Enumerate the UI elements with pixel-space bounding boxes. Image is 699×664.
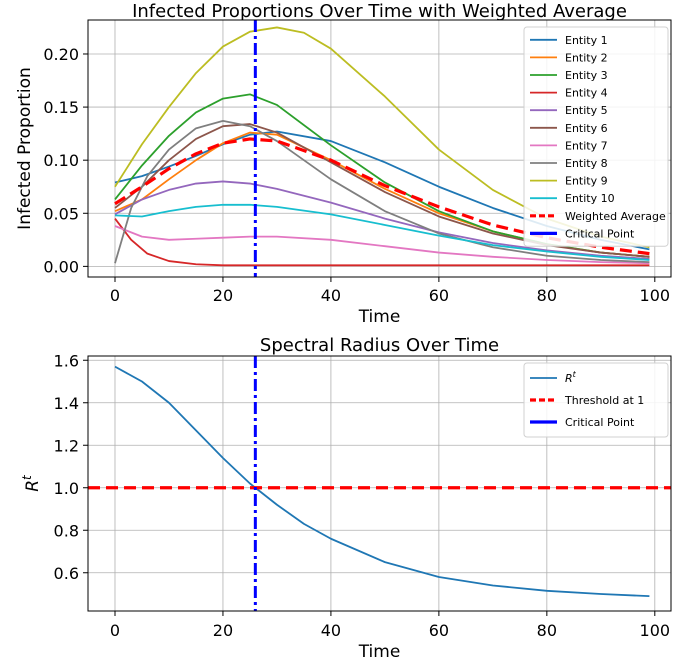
- legend-frame: [523, 26, 669, 247]
- legend-label: Entity 6: [565, 122, 608, 135]
- x-tick-label: 20: [213, 286, 233, 305]
- x-tick-label: 0: [110, 286, 120, 305]
- y-tick-label: 0.05: [43, 204, 79, 223]
- x-tick-label: 40: [321, 286, 341, 305]
- legend-label: Entity 8: [565, 157, 608, 170]
- chart-infected-proportions: 0 20 40 60 80 100 0.00 0.05 0.10 0.15 0.20 Infected…: [15, 1, 672, 327]
- y-axis-label: Infected Proportion: [15, 67, 35, 230]
- x-tick-label: 60: [429, 621, 449, 640]
- legend-label: Critical Point: [565, 227, 635, 240]
- chart-spectral-radius: 0 20 40 60 80 100 0.6 0.8 1.0 1.2 1.4 1.6 Spectral R…: [20, 335, 672, 662]
- y-tick-label: 0.10: [43, 151, 79, 170]
- y-tick-label: 1.4: [54, 394, 79, 413]
- legend-label: Entity 9: [565, 175, 608, 188]
- x-axis-label: Time: [358, 307, 401, 327]
- chart-title: Infected Proportions Over Time with Weig…: [132, 1, 627, 22]
- legend: Rt Threshold at 1 Critical Point: [523, 362, 669, 438]
- x-tick-label: 100: [640, 621, 671, 640]
- series-line-7: [114, 225, 650, 265]
- legend-label: Critical Point: [565, 416, 635, 429]
- x-tick-label: 40: [321, 621, 341, 640]
- y-axis-label: Rt: [20, 474, 43, 492]
- x-axis-label: Time: [358, 642, 401, 662]
- series-line-4: [114, 218, 650, 267]
- y-tick-label: 1.6: [54, 351, 79, 370]
- chart-title: Spectral Radius Over Time: [260, 335, 499, 356]
- x-tick-label: 0: [110, 621, 120, 640]
- y-tick-label: 1.0: [54, 479, 79, 498]
- legend-label: Entity 10: [565, 192, 615, 205]
- series-line-8: [114, 119, 650, 264]
- legend-label: Entity 4: [565, 87, 608, 100]
- legend-label: Weighted Average: [565, 210, 666, 223]
- series-line-1: [114, 365, 650, 598]
- plot-area: [88, 356, 671, 611]
- legend-label: Entity 1: [565, 34, 608, 47]
- legend-label: Entity 5: [565, 104, 608, 117]
- y-tick-label: 0.00: [43, 257, 79, 276]
- legend-label: Entity 7: [565, 139, 608, 152]
- axes-frame: [87, 355, 672, 612]
- x-tick-label: 60: [429, 286, 449, 305]
- y-tick-label: 0.15: [43, 98, 79, 117]
- legend-label: Rt: [565, 370, 577, 385]
- series-line-10: [114, 203, 650, 261]
- legend-label: Threshold at 1: [564, 394, 644, 407]
- y-tick-label: 0.20: [43, 45, 79, 64]
- x-tick-label: 80: [537, 286, 557, 305]
- series-line-5: [114, 180, 650, 260]
- legend: Entity 1 Entity 2 Entity 3 Entity 4 Entity 5…: [523, 26, 669, 247]
- y-tick-label: 1.2: [54, 436, 79, 455]
- y-tick-label: 0.6: [54, 564, 79, 583]
- axes-frame: [87, 19, 672, 278]
- legend-label: Entity 3: [565, 69, 608, 82]
- legend-frame: [523, 362, 669, 438]
- x-tick-label: 100: [640, 286, 671, 305]
- y-tick-label: 0.8: [54, 521, 79, 540]
- x-tick-label: 80: [537, 621, 557, 640]
- x-tick-label: 20: [213, 621, 233, 640]
- legend-label: Entity 2: [565, 51, 608, 64]
